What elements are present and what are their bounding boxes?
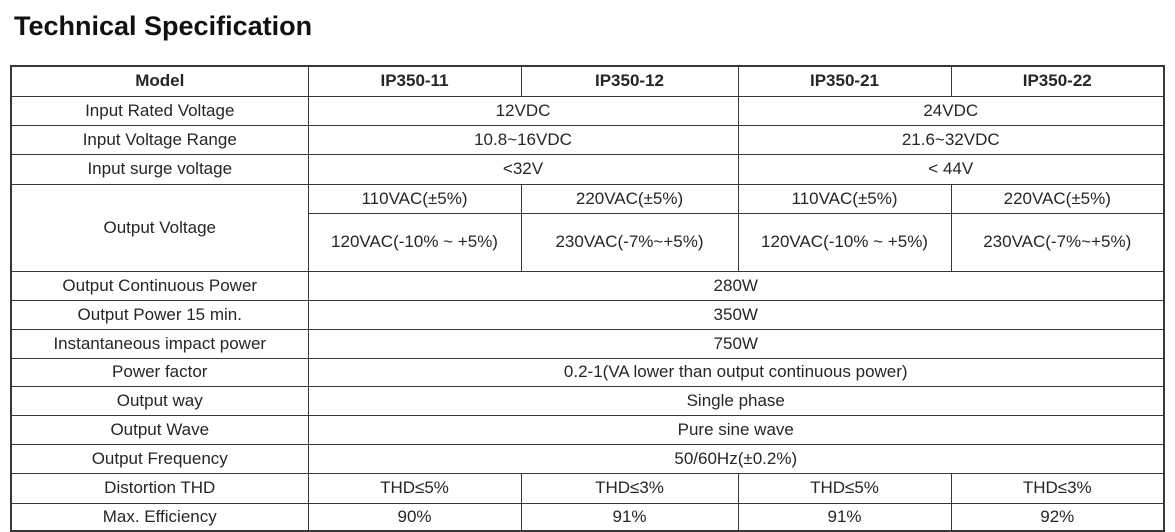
header-model-ip350-21: IP350-21 [737,65,952,97]
row-output-frequency: Output Frequency 50/60Hz(±0.2%) [10,443,1165,474]
row-input-voltage-range: Input Voltage Range 10.8~16VDC 21.6~32VD… [10,124,1165,155]
cell-output-way: Single phase [307,385,1165,416]
cell-efficiency-ip350-12: 91% [520,502,739,532]
row-power-factor: Power factor 0.2-1(VA lower than output … [10,357,1165,387]
row-instantaneous-impact-power: Instantaneous impact power 750W [10,328,1165,359]
header-model-label: Model [10,65,309,97]
row-label: Output way [10,385,309,416]
row-label: Output Frequency [10,443,309,474]
row-distortion-thd: Distortion THD THD≤5% THD≤3% THD≤5% THD≤… [10,472,1165,504]
row-label: Max. Efficiency [10,502,309,532]
row-label: Distortion THD [10,472,309,504]
row-output-voltage-1: Output Voltage 110VAC(±5%) 220VAC(±5%) 1… [10,183,1165,272]
row-label: Input Rated Voltage [10,95,309,126]
row-output-way: Output way Single phase [10,385,1165,416]
cell-power-factor: 0.2-1(VA lower than output continuous po… [307,357,1165,387]
row-max-efficiency: Max. Efficiency 90% 91% 91% 92% [10,502,1165,532]
cell-output-power-15min: 350W [307,299,1165,330]
row-label: Power factor [10,357,309,387]
cell-output-voltage-2-ip350-11: 120VAC(-10% ~ +5%) [307,212,522,272]
cell-input-surge-voltage-24v: < 44V [737,153,1165,185]
row-label: Instantaneous impact power [10,328,309,359]
row-output-voltage-2: 120VAC(-10% ~ +5%) 230VAC(-7%~+5%) 120VA… [11,212,1165,272]
cell-output-voltage-2-ip350-21: 120VAC(-10% ~ +5%) [737,212,952,272]
cell-input-voltage-range-24v: 21.6~32VDC [737,124,1165,155]
cell-output-voltage-1-ip350-12: 220VAC(±5%) [520,183,739,214]
page-title: Technical Specification [14,11,313,41]
row-label: Input surge voltage [10,153,309,185]
cell-output-voltage-1-ip350-22: 220VAC(±5%) [950,183,1165,214]
cell-input-surge-voltage-12v: <32V [307,153,739,185]
cell-output-voltage-2-ip350-22: 230VAC(-7%~+5%) [950,212,1165,272]
cell-instantaneous-impact-power: 750W [307,328,1165,359]
row-label: Output Continuous Power [10,270,309,301]
cell-input-rated-voltage-24v: 24VDC [737,95,1165,126]
row-output-continuous-power: Output Continuous Power 280W [10,270,1165,301]
cell-thd-ip350-21: THD≤5% [737,472,952,504]
cell-input-rated-voltage-12v: 12VDC [307,95,739,126]
cell-efficiency-ip350-22: 92% [950,502,1165,532]
cell-efficiency-ip350-11: 90% [307,502,522,532]
spec-table: Model IP350-11 IP350-12 IP350-21 IP350-2… [10,65,1165,532]
header-model-ip350-12: IP350-12 [520,65,739,97]
row-label: Output Voltage [10,183,309,272]
cell-efficiency-ip350-21: 91% [737,502,952,532]
row-output-power-15min: Output Power 15 min. 350W [10,299,1165,330]
row-label: Input Voltage Range [10,124,309,155]
row-label: Output Wave [10,414,309,445]
row-output-wave: Output Wave Pure sine wave [10,414,1165,445]
row-input-surge-voltage: Input surge voltage <32V < 44V [10,153,1165,185]
header-model-ip350-22: IP350-22 [950,65,1165,97]
cell-output-voltage-1-ip350-11: 110VAC(±5%) [307,183,522,214]
row-input-rated-voltage: Input Rated Voltage 12VDC 24VDC [10,95,1165,126]
cell-thd-ip350-12: THD≤3% [520,472,739,504]
cell-output-voltage-1-ip350-21: 110VAC(±5%) [737,183,952,214]
cell-output-voltage-2-ip350-12: 230VAC(-7%~+5%) [520,212,739,272]
cell-input-voltage-range-12v: 10.8~16VDC [307,124,739,155]
header-model-ip350-11: IP350-11 [307,65,522,97]
cell-output-wave: Pure sine wave [307,414,1165,445]
cell-output-frequency: 50/60Hz(±0.2%) [307,443,1165,474]
cell-thd-ip350-11: THD≤5% [307,472,522,504]
table-header-row: Model IP350-11 IP350-12 IP350-21 IP350-2… [10,65,1165,97]
row-label: Output Power 15 min. [10,299,309,330]
cell-output-continuous-power: 280W [307,270,1165,301]
cell-thd-ip350-22: THD≤3% [950,472,1165,504]
